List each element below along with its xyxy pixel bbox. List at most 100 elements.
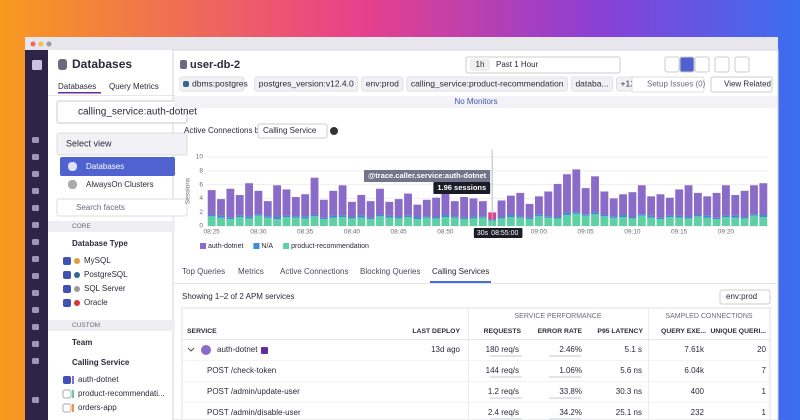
bar-segment <box>628 218 637 226</box>
bar-segment <box>226 217 235 220</box>
button[interactable] <box>714 56 730 73</box>
checkbox[interactable] <box>63 376 71 384</box>
button[interactable] <box>734 56 750 73</box>
bar-segment <box>693 192 702 215</box>
bar-segment <box>235 215 244 218</box>
bar-segment <box>750 215 758 226</box>
checkbox[interactable] <box>63 299 71 307</box>
button[interactable] <box>631 76 705 93</box>
cell: 180 req/s <box>486 345 519 354</box>
icon <box>74 258 80 264</box>
tab[interactable]: Active Connections <box>280 267 348 276</box>
bar-segment <box>665 197 674 216</box>
dropdown[interactable] <box>257 123 328 139</box>
bar-segment <box>254 214 263 216</box>
tab[interactable]: Databases <box>58 82 96 91</box>
bar-segment <box>656 217 665 220</box>
tag: postgres_version:v12.4.0 <box>259 78 354 88</box>
label: PostgreSQL <box>84 270 128 279</box>
bar-segment <box>441 191 450 215</box>
bar-segment <box>506 214 515 218</box>
button[interactable] <box>679 56 695 73</box>
dot <box>30 41 36 47</box>
nav-icon <box>32 60 42 70</box>
cell: 20 <box>757 345 766 354</box>
y-axis-label: Sessions <box>185 177 192 204</box>
cell: auth-dotnet <box>217 345 258 354</box>
bar-segment <box>712 217 721 220</box>
label: Past 1 Hour <box>496 60 539 69</box>
label: 30s <box>477 230 489 237</box>
button[interactable] <box>710 76 773 93</box>
column-header: ERROR RATE <box>538 328 583 335</box>
bar-segment <box>619 194 628 215</box>
time-picker[interactable] <box>465 56 621 74</box>
tag-box <box>361 76 404 92</box>
checkbox[interactable] <box>63 285 71 293</box>
value-track <box>490 397 522 399</box>
bar-segment <box>245 218 254 226</box>
nav-bar <box>25 50 48 420</box>
help-icon <box>330 127 338 135</box>
bar-segment <box>740 190 749 218</box>
select-view[interactable] <box>56 132 188 156</box>
label: Search facets <box>76 203 125 212</box>
y-tick-label: 8 <box>199 168 203 175</box>
label: Select view <box>66 138 112 148</box>
checkbox[interactable] <box>62 389 72 399</box>
search-box[interactable] <box>56 100 188 124</box>
y-tick-label: 2 <box>199 209 203 216</box>
label: 08:55:00 <box>491 230 518 237</box>
tab[interactable]: Calling Services <box>432 267 489 276</box>
bar-segment <box>291 217 300 226</box>
bar-segment <box>235 194 244 216</box>
checkbox[interactable] <box>63 257 71 265</box>
cell: 5.6 ns <box>620 366 642 375</box>
bar-segment <box>254 190 263 215</box>
tab[interactable]: Blocking Queries <box>360 267 420 276</box>
button[interactable] <box>664 56 680 73</box>
x-tick-label: 08:35 <box>297 229 314 236</box>
group-header: SERVICE PERFORMANCE <box>515 313 602 320</box>
bar-segment <box>750 185 758 215</box>
value-track <box>490 355 522 357</box>
bar-segment <box>637 214 646 216</box>
bar-segment <box>385 217 394 226</box>
badge <box>261 347 268 354</box>
bar-segment <box>441 214 450 218</box>
bar-segment <box>469 218 478 226</box>
label: orders-app <box>78 403 117 412</box>
dropdown[interactable] <box>719 289 771 305</box>
label: Showing 1–2 of 2 APM services <box>182 292 295 301</box>
tab[interactable]: Query Metrics <box>109 82 159 91</box>
bar-segment <box>282 217 291 226</box>
legend-swatch <box>200 243 206 249</box>
bar-segment <box>693 214 702 217</box>
tab[interactable]: Metrics <box>238 267 264 276</box>
divider <box>468 308 469 420</box>
bar-segment <box>404 193 412 216</box>
bar-segment <box>217 215 225 218</box>
tab[interactable]: Top Queries <box>182 267 225 276</box>
bar-segment <box>422 217 431 226</box>
bar-segment <box>394 199 403 218</box>
bar-segment <box>516 217 525 226</box>
bar-segment <box>703 215 712 218</box>
bar-segment <box>460 197 469 218</box>
cell: 1.2 req/s <box>488 387 519 396</box>
time-chip <box>470 59 490 71</box>
bar-segment <box>600 191 609 215</box>
value-track <box>549 397 581 399</box>
tooltip-title: @trace.caller.service:auth-dotnet <box>368 171 487 180</box>
button[interactable] <box>755 57 769 72</box>
bar-segment <box>366 219 375 226</box>
bar-segment <box>712 192 721 218</box>
value-track <box>549 418 581 420</box>
bar-segment <box>731 217 740 226</box>
bar-segment <box>450 217 459 226</box>
bar-segment <box>376 214 384 217</box>
checkbox[interactable] <box>63 271 71 279</box>
checkbox[interactable] <box>62 403 72 413</box>
button[interactable] <box>694 56 710 73</box>
facet-search[interactable] <box>56 198 188 217</box>
